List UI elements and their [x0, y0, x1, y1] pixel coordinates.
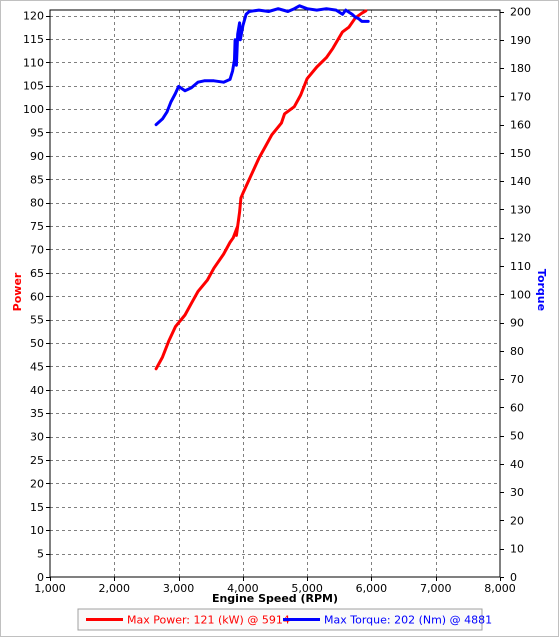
y1-tick-label: 110: [23, 56, 44, 69]
y1-tick-label: 15: [30, 501, 44, 514]
y1-tick-label: 10: [30, 524, 44, 537]
y1-tick-label: 30: [30, 431, 44, 444]
y1-tick-label: 5: [37, 548, 44, 561]
torque-series-line: [154, 4, 370, 127]
x-tick-label: 2,000: [99, 582, 131, 595]
y1-tick-label: 105: [23, 80, 44, 93]
legend-label-power: Max Power: 121 (kW) @ 5914: [127, 614, 290, 627]
left-axis-title: Power: [11, 272, 24, 311]
legend: Max Power: 121 (kW) @ 5914 Max Torque: 2…: [77, 608, 492, 631]
y2-tick-label: 130: [510, 203, 531, 216]
y2-tick-label: 100: [510, 288, 531, 301]
y2-tick-label: 140: [510, 175, 531, 188]
y2-tick-label: 160: [510, 119, 531, 132]
y2-tick-label: 110: [510, 260, 531, 273]
y2-tick-label: 80: [510, 345, 524, 358]
x-tick-label: 6,000: [356, 582, 388, 595]
x-tick-label: 7,000: [420, 582, 452, 595]
y1-tick-label: 95: [30, 126, 44, 139]
y2-tick-label: 0: [510, 571, 517, 584]
y1-tick-label: 115: [23, 33, 44, 46]
y2-tick-label: 50: [510, 430, 524, 443]
x-tick-label: 4,000: [227, 582, 259, 595]
y1-tick-label: 75: [30, 220, 44, 233]
y1-tick-label: 80: [30, 197, 44, 210]
y2-tick-label: 40: [510, 458, 524, 471]
legend-box: [77, 608, 483, 631]
y2-tick-label: 150: [510, 147, 531, 160]
x-tick-label: 1,000: [34, 582, 66, 595]
y1-tick-label: 70: [30, 243, 44, 256]
y2-tick-label: 60: [510, 401, 524, 414]
grid-lines: [50, 10, 500, 577]
y1-tick-label: 100: [23, 103, 44, 116]
y1-tick-label: 85: [30, 173, 44, 186]
y2-tick-label: 10: [510, 543, 524, 556]
y2-tick-label: 120: [510, 232, 531, 245]
y2-tick-label: 170: [510, 90, 531, 103]
y1-tick-label: 60: [30, 290, 44, 303]
legend-label-torque: Max Torque: 202 (Nm) @ 4881: [324, 614, 492, 627]
power-series-line: [154, 9, 368, 371]
y2-tick-label: 20: [510, 514, 524, 527]
x-tick-label: 5,000: [291, 582, 323, 595]
y1-tick-label: 20: [30, 477, 44, 490]
y2-tick-label: 90: [510, 317, 524, 330]
x-tick-label: 8,000: [484, 582, 516, 595]
y2-tick-label: 190: [510, 34, 531, 47]
tick-labels: 1,000 2,000 3,000 4,000 5,000 6,000 7,000 8,000…: [23, 6, 531, 596]
y1-tick-label: 120: [23, 10, 44, 23]
y1-tick-label: 55: [30, 314, 44, 327]
y1-tick-label: 35: [30, 407, 44, 420]
y2-tick-label: 30: [510, 486, 524, 499]
x-axis-title: Engine Speed (RPM): [212, 592, 338, 605]
y1-tick-label: 50: [30, 337, 44, 350]
y1-tick-label: 0: [37, 571, 44, 584]
y2-tick-label: 200: [510, 6, 531, 19]
plot-area-border: [49, 9, 501, 578]
y2-tick-label: 70: [510, 373, 524, 386]
data-series: [154, 4, 370, 371]
y1-tick-label: 40: [30, 384, 44, 397]
y1-tick-label: 45: [30, 360, 44, 373]
y1-tick-label: 90: [30, 150, 44, 163]
y1-tick-label: 65: [30, 267, 44, 280]
y1-tick-label: 25: [30, 454, 44, 467]
x-tick-label: 3,000: [163, 582, 195, 595]
y2-tick-label: 180: [510, 62, 531, 75]
right-axis-title: Torque: [535, 269, 548, 311]
